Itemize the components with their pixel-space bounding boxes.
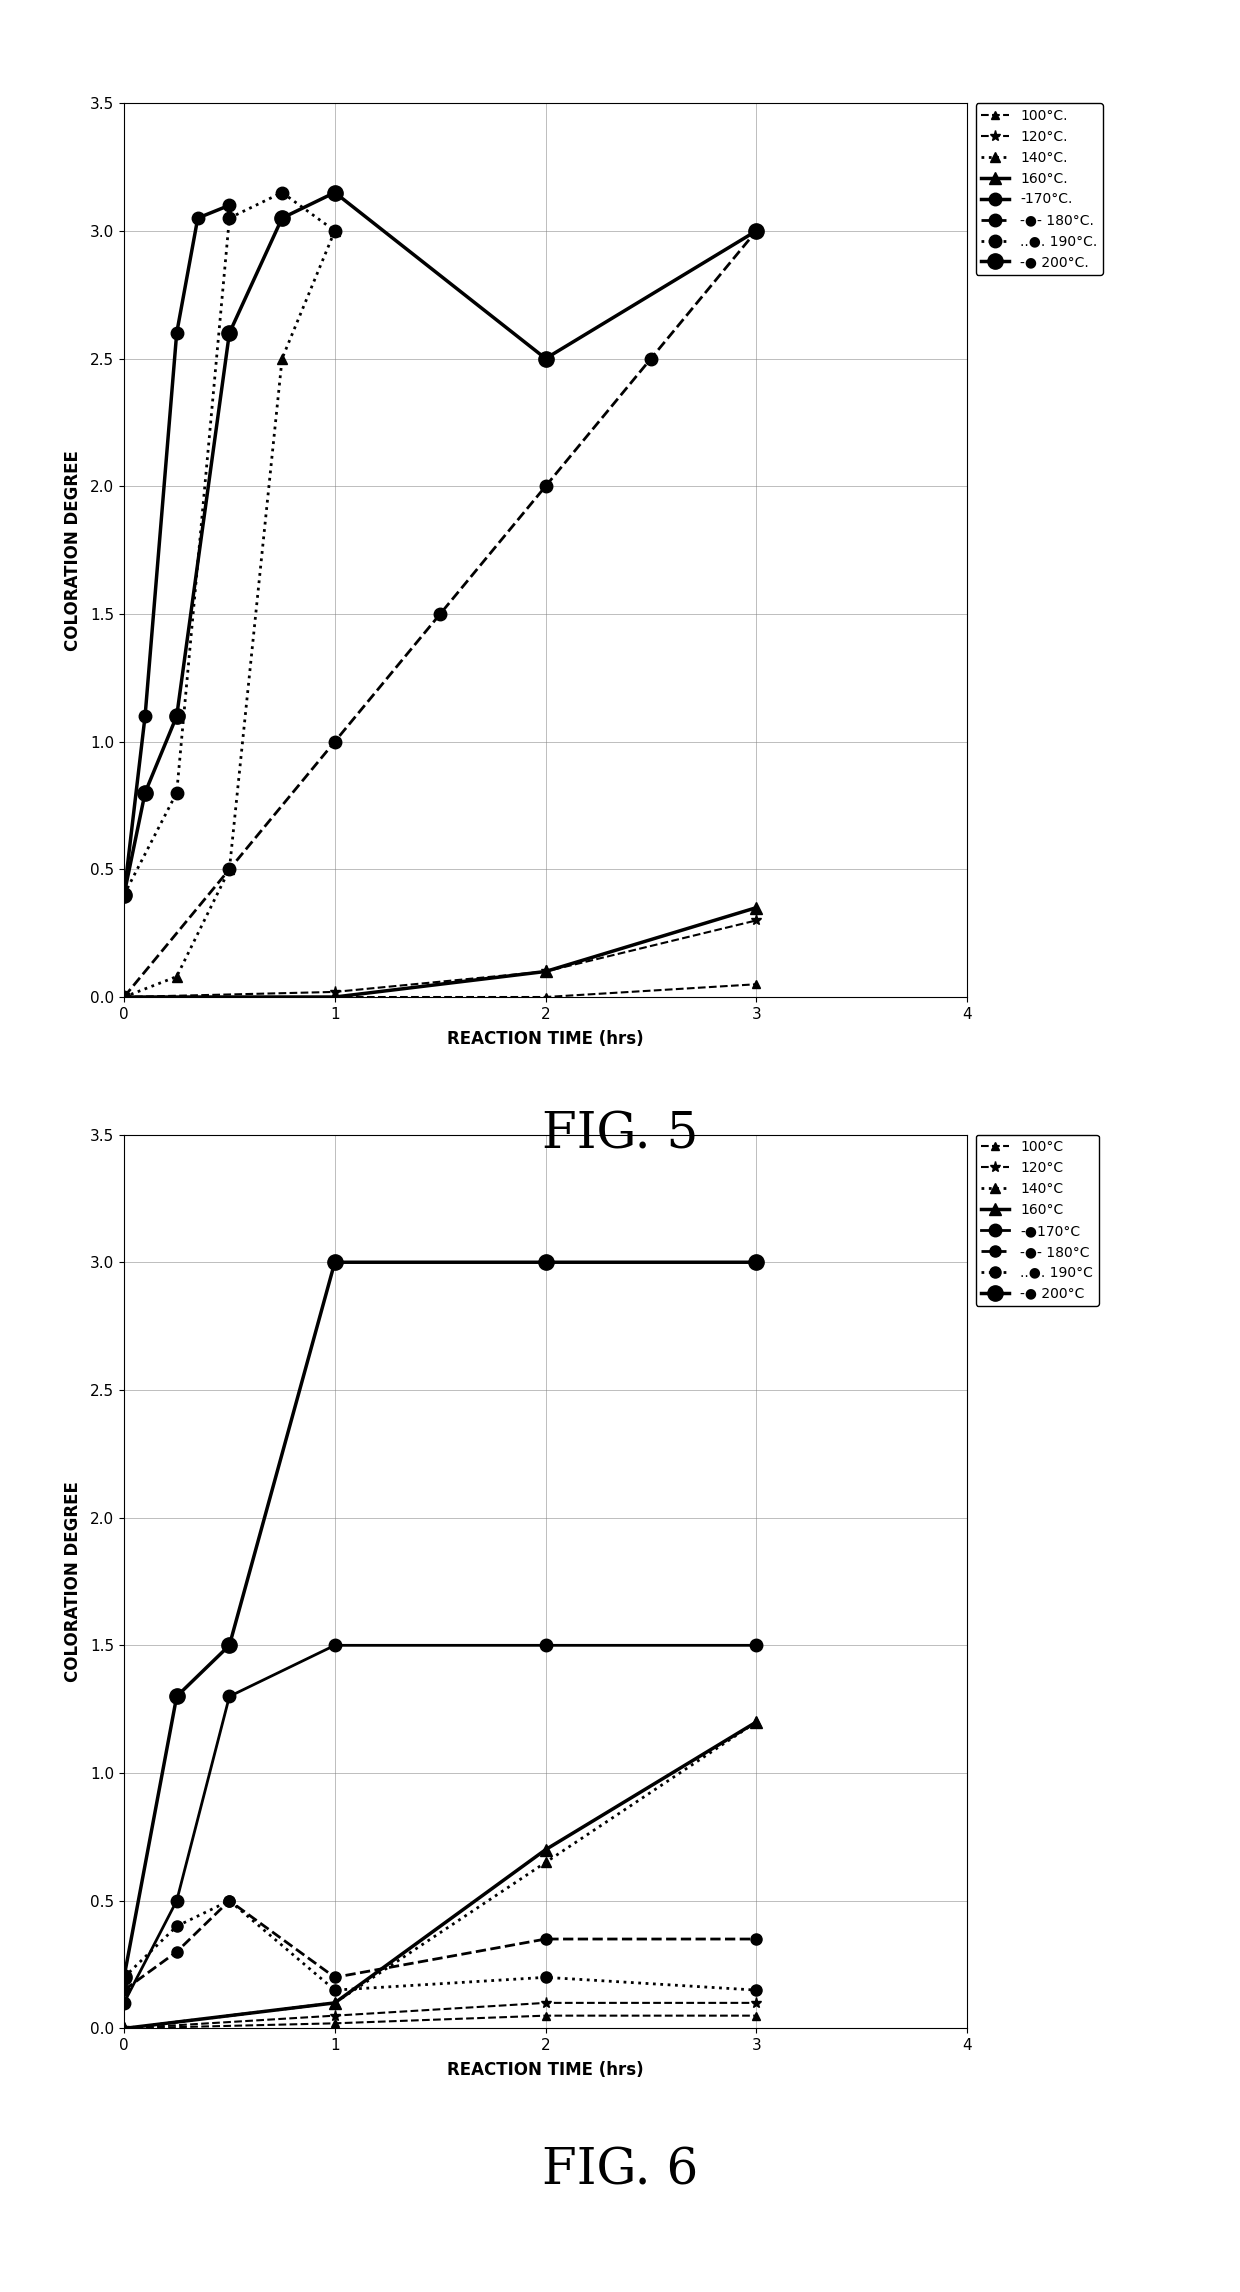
Text: FIG. 6: FIG. 6 bbox=[542, 2145, 698, 2196]
X-axis label: REACTION TIME (hrs): REACTION TIME (hrs) bbox=[448, 2061, 644, 2079]
Legend: 100°C, 120°C, 140°C, 160°C, -●170°C, -●- 180°C, ..●. 190°C, -● 200°C: 100°C, 120°C, 140°C, 160°C, -●170°C, -●-… bbox=[976, 1135, 1099, 1306]
X-axis label: REACTION TIME (hrs): REACTION TIME (hrs) bbox=[448, 1029, 644, 1047]
Y-axis label: COLORATION DEGREE: COLORATION DEGREE bbox=[63, 1481, 82, 1682]
Y-axis label: COLORATION DEGREE: COLORATION DEGREE bbox=[63, 449, 82, 651]
Text: FIG. 5: FIG. 5 bbox=[542, 1109, 698, 1160]
Legend: 100°C., 120°C., 140°C., 160°C., -170°C., -●- 180°C., ..●. 190°C., -● 200°C.: 100°C., 120°C., 140°C., 160°C., -170°C.,… bbox=[976, 103, 1102, 275]
